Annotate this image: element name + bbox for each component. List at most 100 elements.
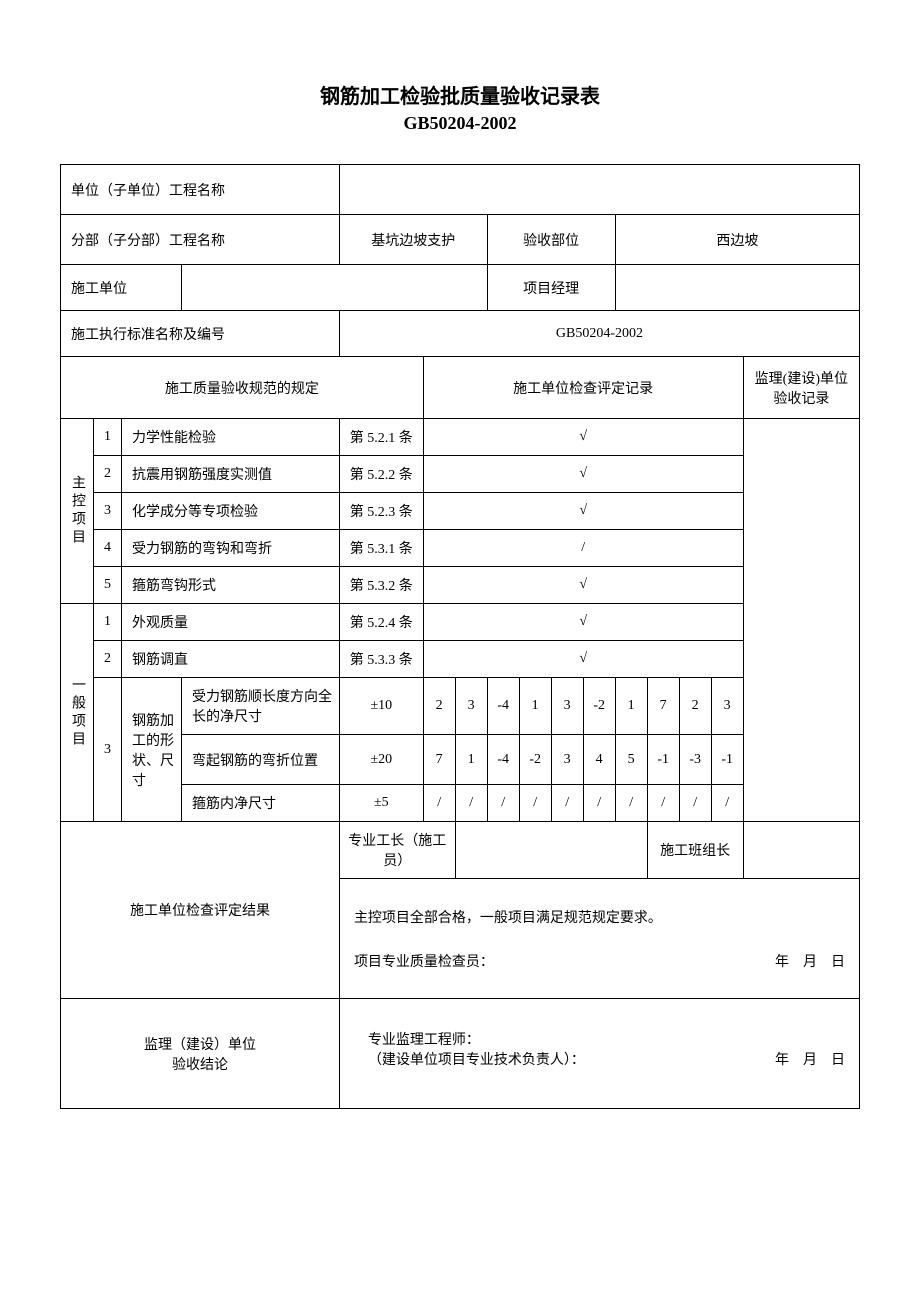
supervisor-engineer: 专业监理工程师： bbox=[354, 1029, 845, 1049]
gen-row3-group: 钢筋加工的形状、尺寸 bbox=[122, 678, 182, 822]
main-row-name: 抗震用钢筋强度实测值 bbox=[122, 456, 340, 493]
foreman-value bbox=[455, 822, 647, 879]
data-cell: / bbox=[423, 785, 455, 822]
main-row-name: 受力钢筋的弯钩和弯折 bbox=[122, 530, 340, 567]
data-cell: -2 bbox=[519, 735, 551, 785]
general-items-group: 一般项目 bbox=[61, 604, 94, 822]
data-cell: -3 bbox=[679, 735, 711, 785]
data-cell: 5 bbox=[615, 735, 647, 785]
data-cell: 1 bbox=[519, 678, 551, 735]
main-row-num: 1 bbox=[94, 419, 122, 456]
gen-row-num: 1 bbox=[94, 604, 122, 641]
gen-sub-tol: ±5 bbox=[339, 785, 423, 822]
main-row-result: √ bbox=[423, 456, 743, 493]
data-cell: 2 bbox=[423, 678, 455, 735]
data-cell: 3 bbox=[711, 678, 743, 735]
main-row-result: √ bbox=[423, 567, 743, 604]
inspection-table: 单位（子单位）工程名称 分部（子分部）工程名称 基坑边坡支护 验收部位 西边坡 … bbox=[60, 164, 860, 1109]
foreman-label: 专业工长（施工员） bbox=[339, 822, 455, 879]
data-cell: / bbox=[519, 785, 551, 822]
data-cell: -1 bbox=[647, 735, 679, 785]
construct-unit-value bbox=[182, 265, 488, 311]
main-row-result: √ bbox=[423, 493, 743, 530]
main-row-clause: 第 5.2.1 条 bbox=[339, 419, 423, 456]
unit-check-header: 施工单位检查评定记录 bbox=[423, 357, 743, 419]
supervisor-record-header: 监理(建设)单位验收记录 bbox=[743, 357, 859, 419]
team-leader-label: 施工班组长 bbox=[647, 822, 743, 879]
gen-row-name: 外观质量 bbox=[122, 604, 340, 641]
spec-rules-header: 施工质量验收规范的规定 bbox=[61, 357, 424, 419]
standard-value: GB50204-2002 bbox=[339, 311, 859, 357]
data-cell: -4 bbox=[487, 678, 519, 735]
gen-row-clause: 第 5.2.4 条 bbox=[339, 604, 423, 641]
data-cell: / bbox=[679, 785, 711, 822]
tech-leader: （建设单位项目专业技术负责人）： bbox=[354, 1049, 585, 1069]
gen-sub-name: 箍筋内净尺寸 bbox=[182, 785, 340, 822]
data-cell: 7 bbox=[423, 735, 455, 785]
data-cell: / bbox=[455, 785, 487, 822]
accept-part-label: 验收部位 bbox=[487, 215, 615, 265]
data-cell: 3 bbox=[551, 735, 583, 785]
date-block: 年 月 日 bbox=[775, 1049, 845, 1069]
pm-label: 项目经理 bbox=[487, 265, 615, 311]
gen-sub-tol: ±20 bbox=[339, 735, 423, 785]
gen-row3-num: 3 bbox=[94, 678, 122, 822]
data-cell: -1 bbox=[711, 735, 743, 785]
team-leader-value bbox=[743, 822, 859, 879]
main-row-name: 化学成分等专项检验 bbox=[122, 493, 340, 530]
main-row-clause: 第 5.3.2 条 bbox=[339, 567, 423, 604]
data-cell: / bbox=[711, 785, 743, 822]
main-items-group: 主控项目 bbox=[61, 419, 94, 604]
unit-result-label: 施工单位检查评定结果 bbox=[61, 822, 340, 999]
page-subtitle: GB50204-2002 bbox=[60, 113, 860, 134]
gen-sub-name: 受力钢筋顺长度方向全长的净尺寸 bbox=[182, 678, 340, 735]
accept-part-value: 西边坡 bbox=[615, 215, 859, 265]
unit-project-value bbox=[339, 165, 859, 215]
data-cell: 1 bbox=[455, 735, 487, 785]
main-row-clause: 第 5.2.3 条 bbox=[339, 493, 423, 530]
unit-result-block: 主控项目全部合格，一般项目满足规范规定要求。 项目专业质量检查员： 年 月 日 bbox=[339, 879, 859, 999]
quality-inspector-label: 项目专业质量检查员： bbox=[354, 951, 494, 971]
data-cell: -4 bbox=[487, 735, 519, 785]
sub-project-label: 分部（子分部）工程名称 bbox=[61, 215, 340, 265]
data-cell: / bbox=[487, 785, 519, 822]
gen-sub-name: 弯起钢筋的弯折位置 bbox=[182, 735, 340, 785]
main-row-clause: 第 5.2.2 条 bbox=[339, 456, 423, 493]
supervisor-conclusion-block: 专业监理工程师： （建设单位项目专业技术负责人）： 年 月 日 bbox=[339, 999, 859, 1109]
main-row-num: 3 bbox=[94, 493, 122, 530]
data-cell: 7 bbox=[647, 678, 679, 735]
data-cell: / bbox=[583, 785, 615, 822]
gen-sub-tol: ±10 bbox=[339, 678, 423, 735]
data-cell: -2 bbox=[583, 678, 615, 735]
date-block: 年 月 日 bbox=[775, 951, 845, 971]
main-row-name: 力学性能检验 bbox=[122, 419, 340, 456]
data-cell: / bbox=[551, 785, 583, 822]
data-cell: / bbox=[647, 785, 679, 822]
sub-project-value: 基坑边坡支护 bbox=[339, 215, 487, 265]
gen-row-result: √ bbox=[423, 641, 743, 678]
data-cell: 4 bbox=[583, 735, 615, 785]
main-row-clause: 第 5.3.1 条 bbox=[339, 530, 423, 567]
main-row-num: 4 bbox=[94, 530, 122, 567]
gen-row-result: √ bbox=[423, 604, 743, 641]
unit-project-label: 单位（子单位）工程名称 bbox=[61, 165, 340, 215]
gen-row-name: 钢筋调直 bbox=[122, 641, 340, 678]
page-title: 钢筋加工检验批质量验收记录表 bbox=[60, 80, 860, 109]
main-row-num: 5 bbox=[94, 567, 122, 604]
standard-label: 施工执行标准名称及编号 bbox=[61, 311, 340, 357]
main-row-result: / bbox=[423, 530, 743, 567]
gen-row-num: 2 bbox=[94, 641, 122, 678]
main-row-num: 2 bbox=[94, 456, 122, 493]
unit-result-text: 主控项目全部合格，一般项目满足规范规定要求。 bbox=[354, 907, 845, 927]
data-cell: 3 bbox=[551, 678, 583, 735]
supervisor-conclusion-label: 监理（建设）单位 验收结论 bbox=[61, 999, 340, 1109]
construct-unit-label: 施工单位 bbox=[61, 265, 182, 311]
gen-row-clause: 第 5.3.3 条 bbox=[339, 641, 423, 678]
main-row-name: 箍筋弯钩形式 bbox=[122, 567, 340, 604]
data-cell: 1 bbox=[615, 678, 647, 735]
data-cell: 2 bbox=[679, 678, 711, 735]
main-row-result: √ bbox=[423, 419, 743, 456]
pm-value bbox=[615, 265, 859, 311]
supervisor-blank bbox=[743, 419, 859, 822]
data-cell: / bbox=[615, 785, 647, 822]
